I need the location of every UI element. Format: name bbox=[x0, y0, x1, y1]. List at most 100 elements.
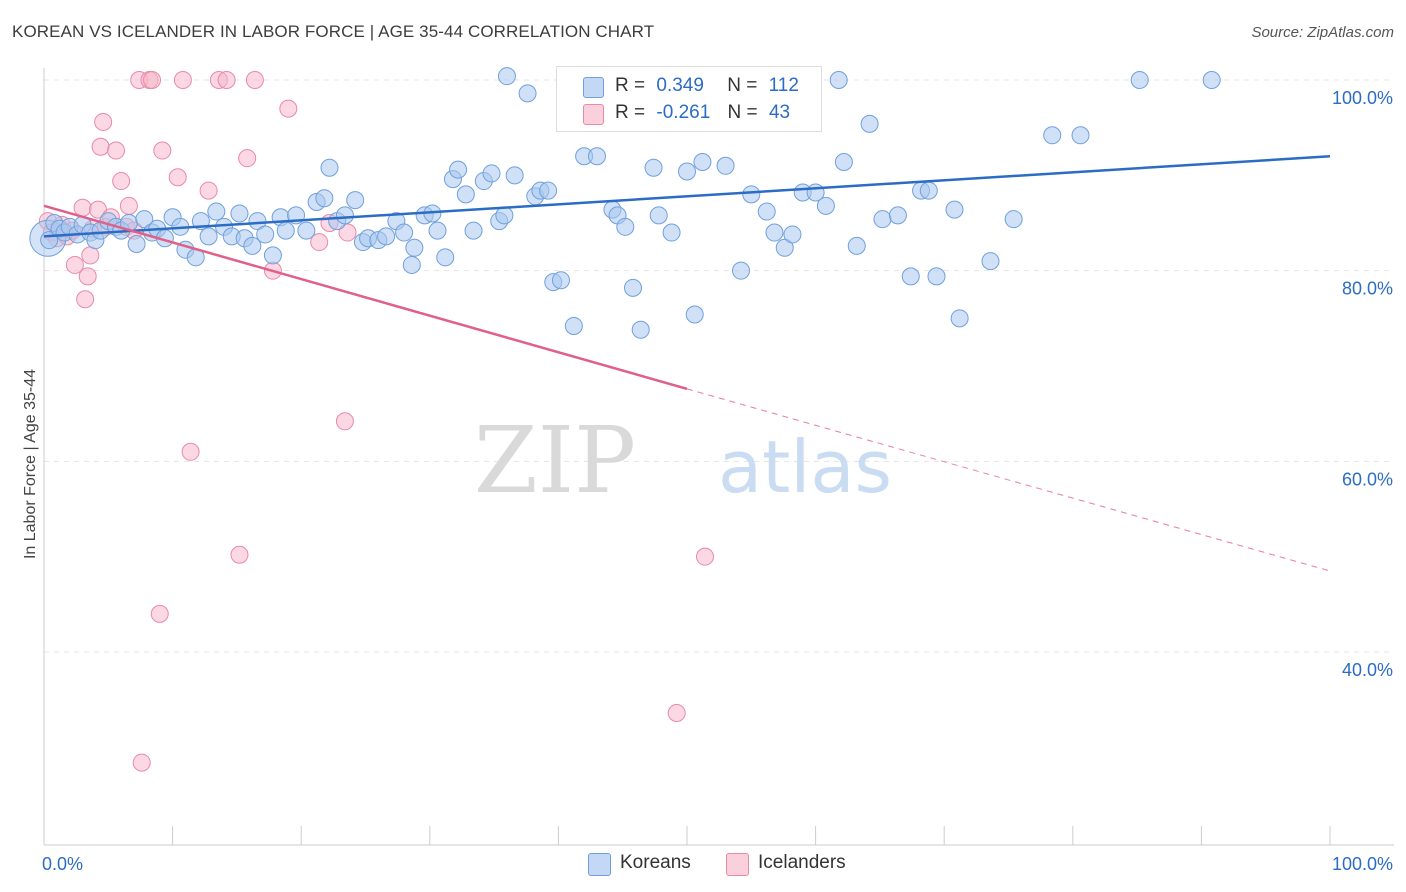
y-tick-label-100: 100.0% bbox=[1332, 88, 1393, 108]
korean-point bbox=[873, 210, 892, 229]
korean-point bbox=[829, 71, 848, 89]
korean-point bbox=[482, 164, 501, 183]
korean-point bbox=[816, 196, 835, 215]
trend-line-icelanders bbox=[43, 204, 688, 391]
icelander-point bbox=[112, 172, 131, 191]
korean-point bbox=[901, 267, 920, 286]
korean-point bbox=[693, 152, 712, 171]
koreans-swatch bbox=[588, 853, 611, 876]
korean-point bbox=[644, 158, 663, 177]
legend-n-value: 43 bbox=[768, 102, 791, 123]
tick-labels: 40.0% 60.0% 80.0% 100.0% 0.0% 100.0% bbox=[42, 88, 1393, 874]
icelander-point bbox=[150, 604, 169, 623]
legend-swatch-icelanders bbox=[583, 104, 604, 125]
icelander-point bbox=[335, 412, 354, 431]
korean-point bbox=[428, 221, 447, 240]
korean-point bbox=[335, 206, 354, 225]
icelander-point bbox=[199, 181, 218, 200]
icelander-point bbox=[132, 753, 151, 772]
korean-point bbox=[678, 162, 696, 181]
legend-r-value: 0.349 bbox=[656, 75, 704, 96]
series-koreans bbox=[29, 67, 1221, 339]
korean-point bbox=[207, 202, 226, 221]
icelander-point bbox=[143, 71, 162, 89]
korean-point bbox=[616, 217, 635, 236]
icelander-point bbox=[696, 547, 715, 566]
legend-n-value: 112 bbox=[768, 75, 799, 96]
korean-point bbox=[276, 221, 295, 240]
korean-point bbox=[263, 246, 282, 265]
korean-point bbox=[742, 185, 761, 204]
icelander-point bbox=[76, 290, 95, 309]
korean-point bbox=[587, 147, 606, 166]
korean-point bbox=[1202, 71, 1221, 89]
icelanders-swatch bbox=[726, 853, 749, 876]
korean-point bbox=[662, 223, 681, 242]
korean-point bbox=[230, 204, 249, 223]
y-axis-label-wrap: In Labor Force | Age 35-44 bbox=[16, 300, 46, 640]
korean-point bbox=[950, 309, 969, 328]
korean-point bbox=[685, 305, 704, 324]
icelander-point bbox=[230, 545, 249, 564]
korean-point bbox=[518, 84, 537, 103]
korean-point bbox=[505, 166, 524, 185]
axes bbox=[43, 68, 1394, 846]
korean-point bbox=[315, 189, 334, 208]
korean-point bbox=[860, 114, 879, 133]
icelander-point bbox=[65, 255, 84, 274]
korean-point bbox=[1043, 126, 1062, 145]
icelander-point bbox=[73, 198, 92, 217]
korean-point bbox=[649, 206, 668, 225]
icelander-point bbox=[168, 168, 187, 187]
icelander-point bbox=[81, 246, 100, 265]
icelander-point bbox=[107, 141, 126, 160]
trend-line-koreans bbox=[43, 155, 1331, 238]
korean-point bbox=[449, 160, 468, 179]
icelander-point bbox=[78, 267, 97, 286]
korean-point bbox=[981, 252, 1000, 271]
icelander-point bbox=[181, 442, 200, 461]
korean-point bbox=[346, 191, 365, 210]
korean-point bbox=[945, 200, 964, 219]
korean-point bbox=[1071, 126, 1090, 145]
korean-point bbox=[497, 67, 516, 86]
korean-point bbox=[775, 238, 794, 257]
korean-point bbox=[783, 225, 802, 244]
korean-point bbox=[564, 316, 583, 335]
korean-point bbox=[248, 212, 267, 231]
korean-point bbox=[927, 267, 946, 286]
korean-point bbox=[716, 156, 735, 175]
stats-legend: R = 0.349 N = 112 R = -0.261 N = 43 bbox=[556, 66, 822, 132]
korean-point bbox=[1004, 210, 1023, 229]
icelander-point bbox=[153, 141, 172, 160]
korean-point bbox=[551, 271, 570, 290]
icelander-point bbox=[338, 223, 357, 242]
legend-text-icelanders: R = -0.261 N = 43 bbox=[615, 102, 790, 124]
icelander-point bbox=[310, 233, 329, 252]
korean-point bbox=[495, 206, 514, 225]
korean-point bbox=[888, 206, 907, 225]
korean-point bbox=[757, 202, 776, 221]
legend-n-label: N = bbox=[727, 102, 758, 123]
korean-point bbox=[256, 225, 275, 244]
korean-point bbox=[456, 185, 475, 204]
icelander-point bbox=[119, 196, 138, 215]
icelander-point bbox=[279, 99, 298, 118]
korean-point bbox=[464, 221, 483, 240]
icelander-point bbox=[173, 71, 192, 89]
korean-point bbox=[320, 158, 339, 177]
icelander-point bbox=[245, 71, 264, 89]
korean-point bbox=[297, 221, 316, 240]
korean-point bbox=[395, 223, 414, 242]
korean-point bbox=[199, 227, 218, 246]
y-tick-label-80: 80.0% bbox=[1342, 279, 1393, 299]
chart-title: KOREAN VS ICELANDER IN LABOR FORCE | AGE… bbox=[12, 22, 655, 41]
korean-point bbox=[847, 236, 866, 255]
korean-point bbox=[834, 152, 853, 171]
korean-point bbox=[127, 234, 146, 253]
source-label: Source: ZipAtlas.com bbox=[1251, 24, 1394, 41]
icelander-point bbox=[91, 137, 110, 156]
korean-point bbox=[919, 181, 938, 200]
icelander-point bbox=[217, 71, 236, 89]
